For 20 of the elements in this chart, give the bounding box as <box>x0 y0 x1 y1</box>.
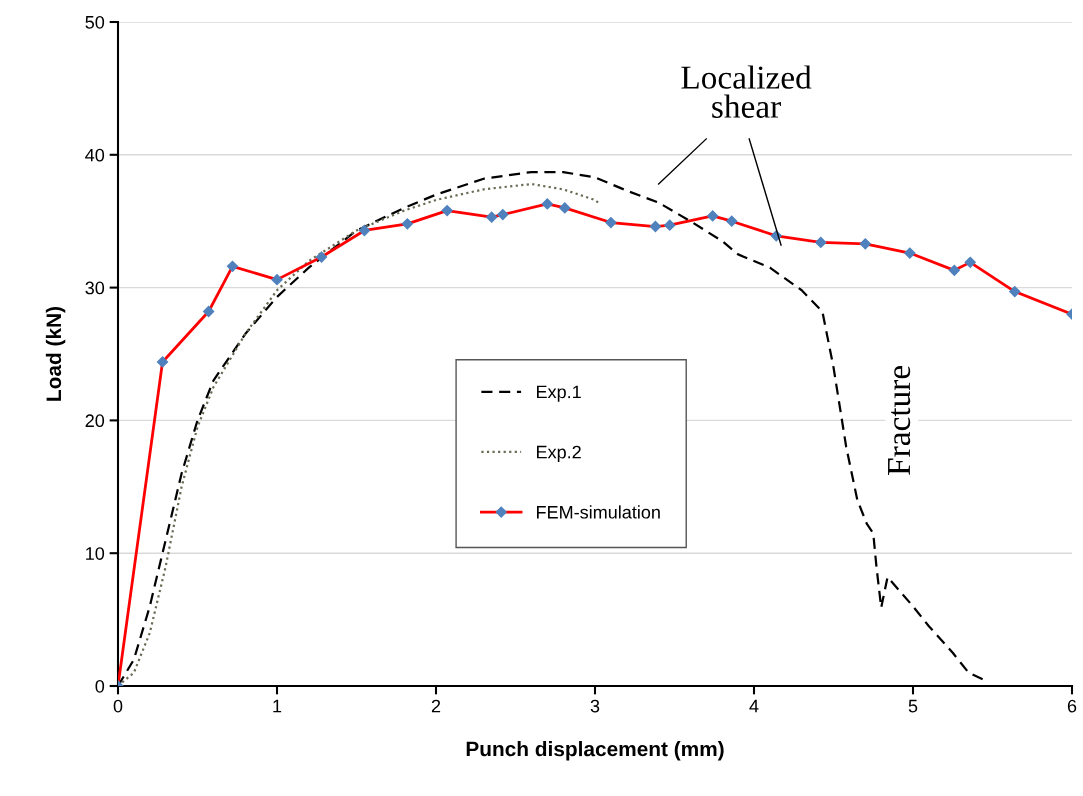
y-tick-label: 40 <box>85 148 105 162</box>
y-tick-label: 10 <box>86 547 105 560</box>
x-tick-label: 4 <box>749 699 759 713</box>
y-tick-label: 0 <box>95 679 105 693</box>
y-tick-label: 20 <box>85 414 105 428</box>
legend-label: FEM-simulation <box>537 505 660 519</box>
x-tick-label: 0 <box>113 699 123 713</box>
x-tick-label: 1 <box>273 699 282 713</box>
x-tick-label: 5 <box>908 699 918 713</box>
annotation: Fracture <box>888 366 911 475</box>
y-tick-label: 50 <box>85 15 105 29</box>
y-axis-title: Load (kN) <box>45 307 66 401</box>
x-axis-title: Punch displacement (mm) <box>466 741 724 761</box>
y-tick-label: 30 <box>85 281 105 295</box>
x-tick-label: 2 <box>431 699 441 713</box>
annotation: Localized shear <box>681 65 812 118</box>
x-tick-label: 3 <box>590 699 600 713</box>
legend-label: Exp.2 <box>537 445 581 463</box>
x-tick-label: 6 <box>1067 699 1077 713</box>
legend-label: Exp.1 <box>537 385 581 402</box>
